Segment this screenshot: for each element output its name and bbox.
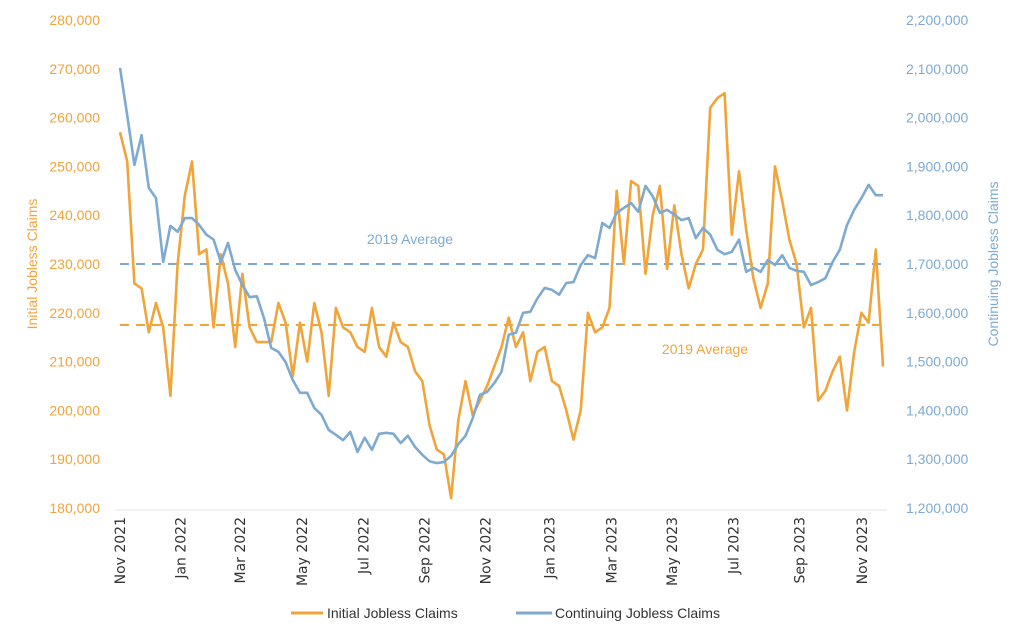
y-axis-title: Initial Jobless Claims [24, 199, 40, 330]
y2-tick-label: 1,500,000 [906, 354, 968, 370]
y2-tick-label: 2,000,000 [906, 110, 968, 126]
y2-tick-label: 1,900,000 [906, 158, 968, 174]
y2-tick-label: 1,600,000 [906, 305, 968, 321]
y-tick-label: 250,000 [49, 158, 100, 174]
reference-line-label: 2019 Average [662, 341, 748, 357]
x-tick-label: May 2023 [665, 517, 681, 586]
reference-line-label: 2019 Average [367, 231, 453, 247]
x-tick-label: Jan 2022 [173, 517, 189, 580]
y-tick-label: 260,000 [49, 110, 100, 126]
x-tick-label: Sep 2022 [417, 517, 433, 583]
continuing-claims-line [118, 67, 883, 465]
x-tick-label: Nov 2022 [479, 517, 495, 584]
y2-tick-label: 1,200,000 [906, 500, 968, 516]
y2-axis-title: Continuing Jobless Claims [985, 182, 1001, 347]
y-tick-label: 270,000 [49, 61, 100, 77]
y2-tick-label: 1,700,000 [906, 256, 968, 272]
x-tick-label: Jan 2023 [543, 517, 559, 580]
legend-label-continuing: Continuing Jobless Claims [555, 605, 720, 621]
y-tick-label: 210,000 [49, 354, 100, 370]
initial-claims-line [118, 91, 885, 500]
legend-label-initial: Initial Jobless Claims [327, 605, 458, 621]
x-tick-label: Nov 2021 [113, 517, 129, 584]
y-tick-label: 190,000 [49, 451, 100, 467]
x-tick-label: Jul 2022 [356, 517, 372, 575]
y-tick-label: 280,000 [49, 12, 100, 28]
y-tick-label: 240,000 [49, 207, 100, 223]
y-tick-label: 200,000 [49, 402, 100, 418]
y-tick-label: 230,000 [49, 256, 100, 272]
x-tick-label: Mar 2023 [605, 517, 621, 584]
x-tick-label: May 2022 [295, 517, 311, 586]
x-tick-label: Sep 2023 [793, 517, 809, 583]
y2-tick-label: 2,100,000 [906, 61, 968, 77]
y-tick-label: 220,000 [49, 305, 100, 321]
x-tick-label: Jul 2023 [726, 517, 742, 575]
x-tick-label: Mar 2022 [233, 517, 249, 584]
y2-tick-label: 1,800,000 [906, 207, 968, 223]
y2-tick-label: 2,200,000 [906, 12, 968, 28]
y-tick-label: 180,000 [49, 500, 100, 516]
x-tick-label: Nov 2023 [855, 517, 871, 584]
y2-tick-label: 1,300,000 [906, 451, 968, 467]
y2-tick-label: 1,400,000 [906, 402, 968, 418]
